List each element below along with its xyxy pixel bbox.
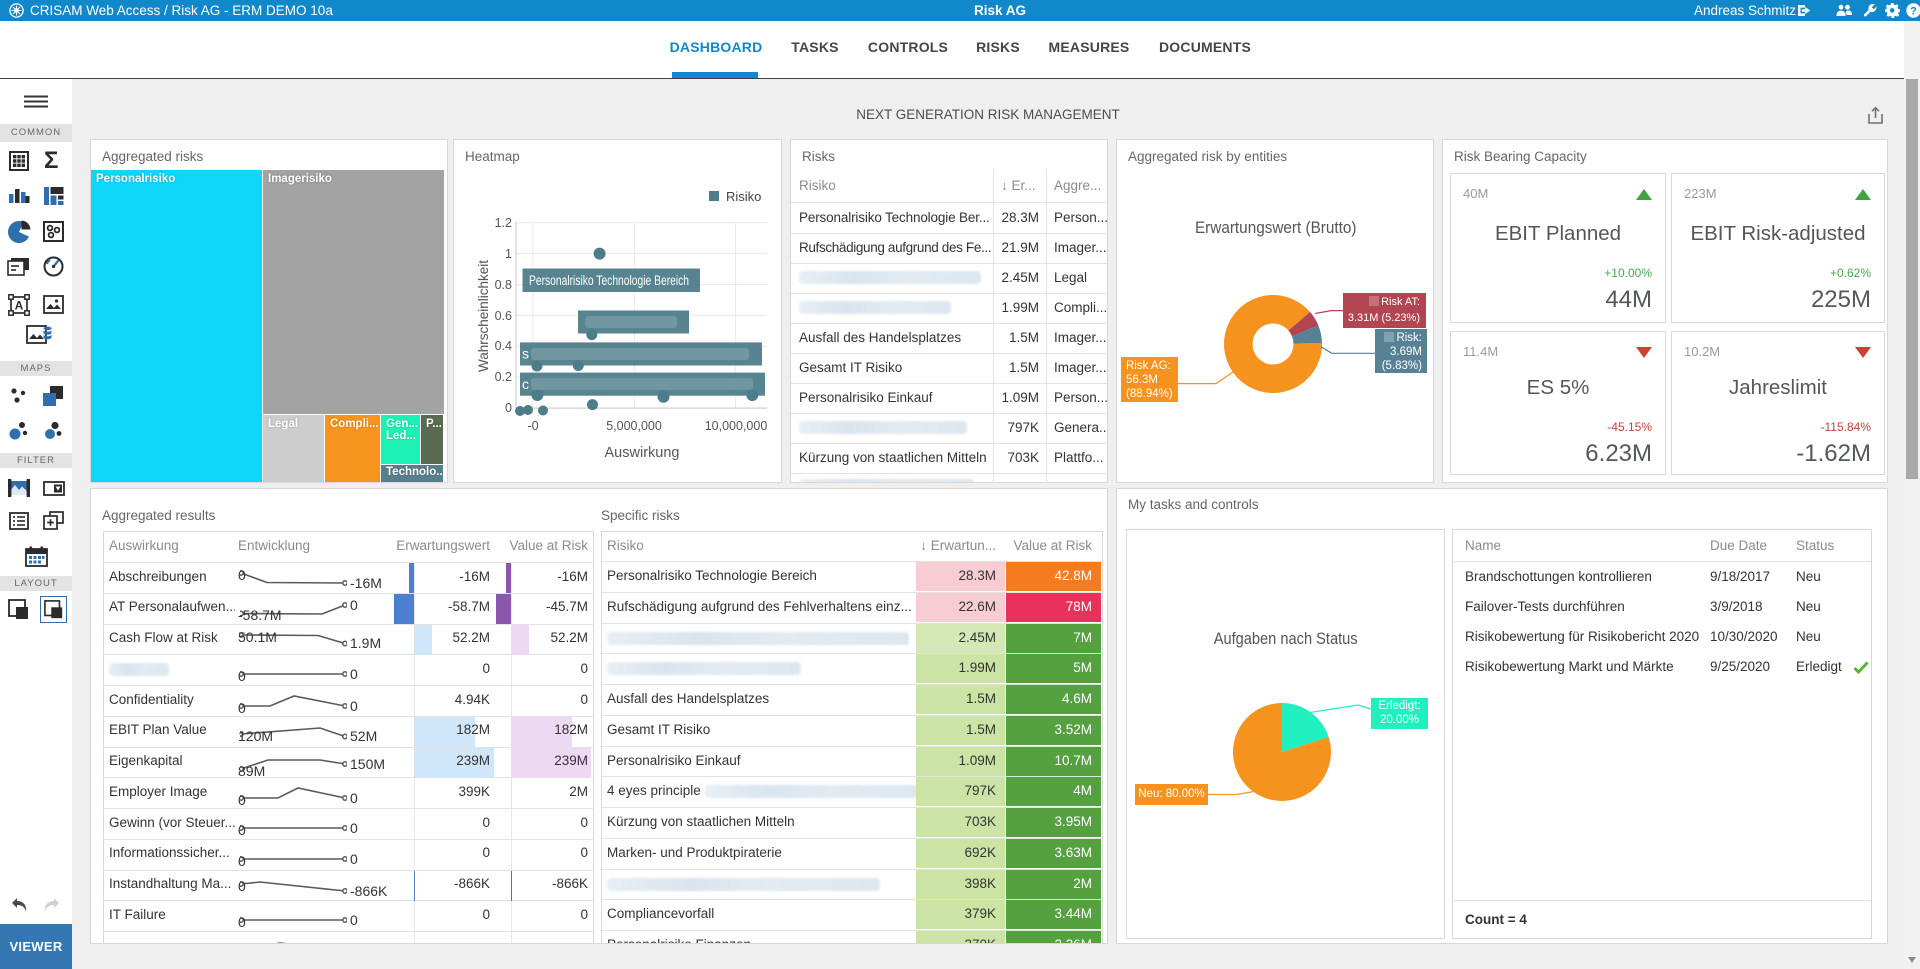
svg-text:s: s bbox=[522, 346, 529, 362]
svg-text:c: c bbox=[522, 376, 529, 392]
svg-text:Personalrisiko Technologie Ber: Personalrisiko Technologie Bereich bbox=[529, 273, 689, 288]
svg-text:?: ? bbox=[1910, 5, 1917, 17]
svg-text:A: A bbox=[15, 299, 24, 313]
